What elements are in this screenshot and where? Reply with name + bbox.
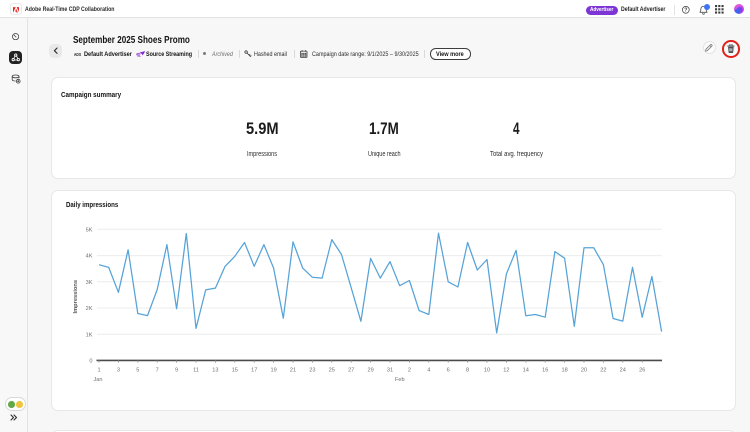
svg-text:6: 6 bbox=[447, 368, 450, 374]
svg-text:1K: 1K bbox=[86, 332, 93, 338]
svg-text:23: 23 bbox=[309, 368, 315, 374]
svg-text:9: 9 bbox=[175, 368, 178, 374]
svg-text:14: 14 bbox=[523, 368, 529, 374]
svg-text:25: 25 bbox=[329, 368, 335, 374]
svg-text:15: 15 bbox=[232, 368, 238, 374]
svg-text:5K: 5K bbox=[86, 227, 93, 233]
svg-text:3: 3 bbox=[117, 368, 120, 374]
svg-text:31: 31 bbox=[387, 368, 393, 374]
svg-text:24: 24 bbox=[620, 368, 626, 374]
svg-text:1: 1 bbox=[97, 368, 100, 374]
svg-text:29: 29 bbox=[367, 368, 373, 374]
svg-text:17: 17 bbox=[251, 368, 257, 374]
svg-text:Feb: Feb bbox=[395, 377, 405, 383]
svg-text:Impressions: Impressions bbox=[73, 280, 79, 314]
svg-text:2: 2 bbox=[408, 368, 411, 374]
svg-text:27: 27 bbox=[348, 368, 354, 374]
svg-text:10: 10 bbox=[484, 368, 490, 374]
svg-text:4K: 4K bbox=[86, 254, 93, 260]
svg-text:21: 21 bbox=[290, 368, 296, 374]
svg-text:12: 12 bbox=[503, 368, 509, 374]
svg-text:8: 8 bbox=[466, 368, 469, 374]
svg-text:18: 18 bbox=[561, 368, 567, 374]
svg-text:26: 26 bbox=[639, 368, 645, 374]
svg-text:3K: 3K bbox=[86, 280, 93, 286]
svg-text:Jan: Jan bbox=[93, 377, 102, 383]
svg-text:2K: 2K bbox=[86, 306, 93, 312]
svg-text:13: 13 bbox=[212, 368, 218, 374]
svg-text:7: 7 bbox=[156, 368, 159, 374]
svg-text:22: 22 bbox=[600, 368, 606, 374]
svg-text:0: 0 bbox=[89, 359, 92, 365]
svg-text:4: 4 bbox=[427, 368, 430, 374]
svg-text:11: 11 bbox=[193, 368, 199, 374]
svg-text:5: 5 bbox=[136, 368, 139, 374]
svg-text:?: ? bbox=[684, 7, 687, 13]
svg-text:19: 19 bbox=[270, 368, 276, 374]
svg-text:16: 16 bbox=[542, 368, 548, 374]
svg-text:20: 20 bbox=[581, 368, 587, 374]
